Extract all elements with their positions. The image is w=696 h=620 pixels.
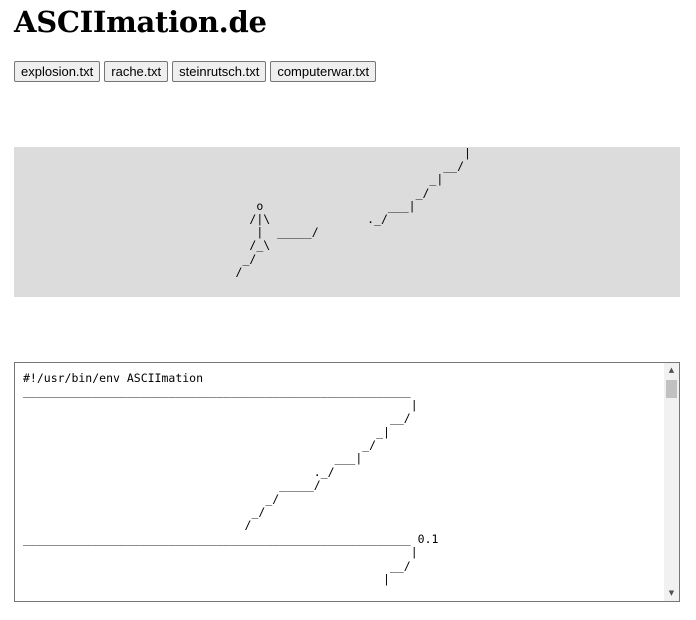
file-button-explosion[interactable]: explosion.txt — [14, 61, 101, 82]
file-button-rache[interactable]: rache.txt — [104, 61, 169, 82]
animation-frame: | __/ _| _/ — [235, 147, 471, 279]
frame-text: ________________________________________… — [23, 384, 418, 533]
script-editor[interactable]: #!/usr/bin/env ASCIImation _____________… — [14, 362, 680, 602]
scroll-down-icon[interactable]: ▼ — [668, 589, 675, 597]
file-button-steinrutsch[interactable]: steinrutsch.txt — [172, 61, 267, 82]
next-frame-text: | __/ | — [383, 545, 418, 587]
page-title: ASCIImation.de — [14, 5, 267, 39]
file-button-computerwar[interactable]: computerwar.txt — [270, 61, 377, 82]
file-button-bar: explosion.txt rache.txt steinrutsch.txt … — [14, 61, 377, 82]
scrollbar-thumb[interactable] — [666, 380, 677, 398]
script-editor-content[interactable]: #!/usr/bin/env ASCIImation _____________… — [23, 371, 439, 587]
editor-scrollbar[interactable]: ▲ ▼ — [664, 363, 679, 601]
frame-separator: ________________________________________… — [23, 531, 439, 546]
animation-stage: | __/ _| _/ — [14, 147, 680, 297]
scroll-up-icon[interactable]: ▲ — [668, 366, 675, 374]
script-header: #!/usr/bin/env ASCIImation — [23, 371, 204, 385]
